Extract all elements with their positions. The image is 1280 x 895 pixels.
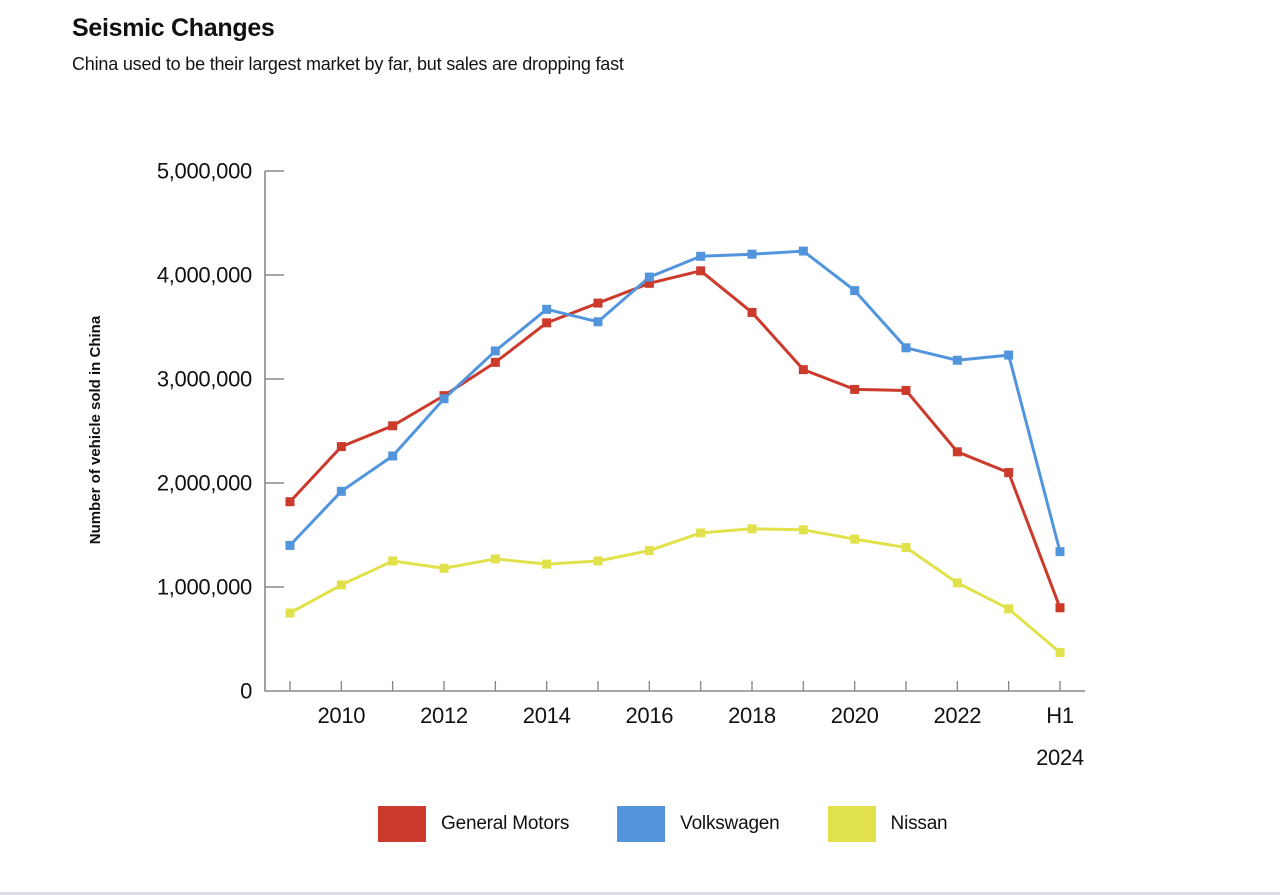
data-point-volkswagen [644,272,654,282]
data-point-volkswagen [439,394,449,404]
data-point-nissan [285,608,295,618]
data-point-nissan [901,542,911,552]
data-point-general-motors [644,278,654,288]
legend-swatch-volkswagen [617,806,666,842]
data-point-nissan [336,580,346,590]
data-point-nissan [542,559,552,569]
legend-swatch-general-motors [378,806,426,842]
data-point-nissan [490,554,500,564]
data-point-nissan [696,528,706,538]
y-tick-label: 3,000,000 [157,367,252,392]
data-point-general-motors [336,442,346,452]
data-point-volkswagen [388,451,398,461]
data-point-general-motors [901,385,911,395]
data-point-nissan [747,524,757,534]
data-point-volkswagen [696,251,706,261]
data-point-nissan [798,525,808,535]
y-tick-label: 0 [240,679,252,704]
data-point-general-motors [285,497,295,507]
data-point-nissan [850,534,860,544]
data-point-volkswagen [747,249,757,259]
data-point-volkswagen [542,304,552,314]
x-tick-label: 2018 [728,703,776,728]
series-line-general-motors [288,269,1062,609]
data-point-general-motors [490,357,500,367]
data-point-nissan [952,578,962,588]
data-point-nissan [593,556,603,566]
y-tick-label: 5,000,000 [157,159,252,184]
data-point-nissan [388,556,398,566]
data-point-general-motors [696,266,706,276]
x-tick-label: 2010 [317,703,365,728]
data-point-volkswagen [901,343,911,353]
series-line-nissan [289,527,1061,654]
x-tick-label: 2016 [625,703,673,728]
data-point-general-motors [952,447,962,457]
x-tick-label: 2020 [831,703,879,728]
y-tick-label: 4,000,000 [157,263,252,288]
page-title: Seismic Changes [72,14,275,42]
data-point-volkswagen [336,486,346,496]
data-point-volkswagen [490,346,500,356]
series-line-volkswagen [288,249,1062,553]
chart-legend: General Motors Volkswagen Nissan [378,806,948,842]
data-point-nissan [1004,604,1014,614]
x-tick-label: H1 [1046,703,1074,728]
data-point-general-motors [798,365,808,375]
data-point-nissan [644,546,654,556]
data-point-general-motors [850,384,860,394]
legend-label: General Motors [441,813,570,834]
data-point-general-motors [1004,468,1014,478]
x-tick-label: 2012 [420,703,468,728]
legend-item-general-motors: General Motors [378,806,569,842]
data-point-general-motors [747,307,757,317]
data-point-volkswagen [952,355,962,365]
data-point-volkswagen [285,540,295,550]
data-point-volkswagen [1004,350,1014,360]
y-tick-label: 1,000,000 [157,575,252,600]
x-tick-label: 2024 [1036,745,1084,770]
y-tick-label: 2,000,000 [157,471,252,496]
data-point-general-motors [1055,603,1065,613]
data-point-volkswagen [1055,547,1065,557]
legend-label: Volkswagen [680,813,780,834]
data-point-nissan [1055,648,1065,658]
legend-label: Nissan [890,813,948,834]
x-tick-label: 2022 [933,703,981,728]
data-point-volkswagen [850,286,860,296]
legend-item-nissan: Nissan [827,806,948,842]
data-point-general-motors [542,318,552,328]
page-subtitle: China used to be their largest market by… [72,54,624,74]
data-point-nissan [439,563,449,573]
legend-swatch-nissan [827,806,876,842]
data-point-general-motors [593,298,603,308]
x-tick-label: 2014 [523,703,571,728]
data-point-volkswagen [593,317,603,327]
axis-lines [264,171,1085,692]
data-point-general-motors [388,421,398,431]
y-axis-title: Number of vehicle sold in China [87,315,104,544]
data-point-volkswagen [798,246,808,256]
page-bottom-divider [0,892,1280,895]
chart-canvas: Number of vehicle sold in China 0 1,000,0… [87,159,1085,770]
legend-item-volkswagen: Volkswagen [617,806,780,842]
